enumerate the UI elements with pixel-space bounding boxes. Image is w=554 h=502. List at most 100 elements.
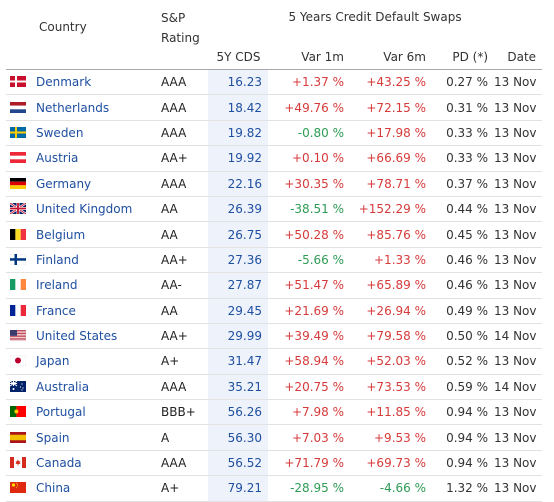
country-cell[interactable]: United States (6, 323, 157, 350)
table-row[interactable]: United States AA+ 29.99 +39.49 % +79.58 … (6, 323, 543, 350)
table-row[interactable]: Spain A 56.30 +7.03 % +9.53 % 0.94 % 13 … (6, 424, 543, 451)
cds-value-cell[interactable]: 29.45 (208, 298, 268, 324)
cds-value-cell[interactable]: 56.30 (208, 424, 268, 451)
flag-sweden-icon (10, 126, 26, 138)
var1m-cell: +7.98 % (268, 399, 350, 426)
cds-value-cell[interactable]: 22.16 (208, 171, 268, 197)
country-cell[interactable]: Canada (6, 450, 157, 477)
column-header-country[interactable]: Country (6, 0, 157, 70)
country-link[interactable]: Portugal (36, 405, 86, 420)
var6m-cell: +1.33 % (350, 247, 432, 274)
country-link[interactable]: Finland (36, 252, 79, 267)
country-link[interactable]: Ireland (36, 278, 78, 293)
table-row[interactable]: United Kingdom AA 26.39 -38.51 % +152.29… (6, 196, 543, 223)
country-link[interactable]: Netherlands (36, 100, 110, 115)
table-row[interactable]: Sweden AAA 19.82 -0.80 % +17.98 % 0.33 %… (6, 120, 543, 147)
var6m-cell: +9.53 % (350, 424, 432, 451)
rating-cell: A+ (157, 348, 208, 375)
cds-value-cell[interactable]: 35.21 (208, 374, 268, 401)
country-link[interactable]: France (36, 303, 76, 318)
country-link[interactable]: Germany (36, 176, 92, 191)
table-row[interactable]: France AA 29.45 +21.69 % +26.94 % 0.49 %… (6, 298, 543, 324)
date-cell: 13 Nov (494, 399, 543, 426)
column-header-pd[interactable]: PD (*) (432, 41, 494, 70)
table-row[interactable]: Japan A+ 31.47 +58.94 % +52.03 % 0.52 % … (6, 348, 543, 375)
country-cell[interactable]: Portugal (6, 399, 157, 426)
country-cell[interactable]: China (6, 475, 157, 502)
column-header-cds[interactable]: 5Y CDS (208, 41, 268, 70)
var6m-cell: +73.53 % (350, 374, 432, 401)
country-link[interactable]: Denmark (36, 75, 92, 90)
column-header-var6m[interactable]: Var 6m (350, 41, 432, 70)
country-cell[interactable]: Germany (6, 171, 157, 197)
cds-value-cell[interactable]: 18.42 (208, 94, 268, 121)
pd-cell: 0.33 % (432, 120, 494, 147)
cds-value-cell[interactable]: 16.23 (208, 69, 268, 96)
column-header-date[interactable]: Date (494, 41, 543, 70)
country-link[interactable]: Spain (36, 430, 70, 445)
cds-value-cell[interactable]: 26.39 (208, 196, 268, 223)
pd-cell: 0.52 % (432, 348, 494, 375)
country-cell[interactable]: Spain (6, 424, 157, 451)
country-link[interactable]: Austria (36, 151, 79, 166)
pd-cell: 0.46 % (432, 272, 494, 299)
country-cell[interactable]: Belgium (6, 221, 157, 248)
table-row[interactable]: Belgium AA 26.75 +50.28 % +85.76 % 0.45 … (6, 221, 543, 248)
cds-table-widget: Country S&P Rating 5 Years Credit Defaul… (6, 0, 543, 502)
country-cell[interactable]: Finland (6, 247, 157, 274)
flag-japan-icon (10, 355, 26, 367)
column-group-header: 5 Years Credit Default Swaps (288, 10, 462, 24)
country-cell[interactable]: Netherlands (6, 94, 157, 121)
cds-value-cell[interactable]: 19.92 (208, 145, 268, 172)
pd-cell: 0.46 % (432, 247, 494, 274)
cds-value-cell[interactable]: 56.26 (208, 399, 268, 426)
table-row[interactable]: Canada AAA 56.52 +71.79 % +69.73 % 0.94 … (6, 450, 543, 477)
table-row[interactable]: Ireland AA- 27.87 +51.47 % +65.89 % 0.46… (6, 272, 543, 299)
cds-value-cell[interactable]: 19.82 (208, 120, 268, 147)
var1m-cell: +50.28 % (268, 221, 350, 248)
country-link[interactable]: Sweden (36, 125, 84, 140)
table-row[interactable]: China A+ 79.21 -28.95 % -4.66 % 1.32 % 1… (6, 475, 543, 502)
date-cell: 13 Nov (494, 171, 543, 197)
table-row[interactable]: Austria AA+ 19.92 +0.10 % +66.69 % 0.33 … (6, 145, 543, 172)
country-cell[interactable]: Denmark (6, 69, 157, 96)
cds-value-cell[interactable]: 79.21 (208, 475, 268, 502)
column-header-rating[interactable]: S&P Rating (157, 0, 208, 70)
country-cell[interactable]: Austria (6, 145, 157, 172)
table-row[interactable]: Netherlands AAA 18.42 +49.76 % +72.15 % … (6, 94, 543, 121)
table-row[interactable]: Denmark AAA 16.23 +1.37 % +43.25 % 0.27 … (6, 69, 543, 96)
country-link[interactable]: Canada (36, 456, 82, 471)
country-cell[interactable]: Australia (6, 374, 157, 401)
table-row[interactable]: Australia AAA 35.21 +20.75 % +73.53 % 0.… (6, 374, 543, 401)
date-cell: 13 Nov (494, 475, 543, 502)
country-cell[interactable]: Ireland (6, 272, 157, 299)
cds-value-cell[interactable]: 27.87 (208, 272, 268, 299)
pd-cell: 0.59 % (432, 374, 494, 401)
table-row[interactable]: Germany AAA 22.16 +30.35 % +78.71 % 0.37… (6, 171, 543, 197)
cds-value-cell[interactable]: 29.99 (208, 323, 268, 350)
country-link[interactable]: China (36, 481, 71, 496)
rating-cell: AAA (157, 69, 208, 96)
table-body: Denmark AAA 16.23 +1.37 % +43.25 % 0.27 … (6, 69, 543, 502)
country-cell[interactable]: France (6, 298, 157, 324)
cds-value-cell[interactable]: 31.47 (208, 348, 268, 375)
rating-cell: BBB+ (157, 399, 208, 426)
cds-value-cell[interactable]: 27.36 (208, 247, 268, 274)
country-link[interactable]: Belgium (36, 227, 86, 242)
flag-portugal-icon (10, 406, 26, 418)
cds-value-cell[interactable]: 56.52 (208, 450, 268, 477)
country-link[interactable]: Australia (36, 379, 90, 394)
cds-value-cell[interactable]: 26.75 (208, 221, 268, 248)
var1m-cell: +49.76 % (268, 94, 350, 121)
table-row[interactable]: Portugal BBB+ 56.26 +7.98 % +11.85 % 0.9… (6, 399, 543, 426)
country-cell[interactable]: Japan (6, 348, 157, 375)
country-link[interactable]: Japan (36, 354, 70, 369)
var6m-cell: +85.76 % (350, 221, 432, 248)
rating-cell: AAA (157, 94, 208, 121)
country-cell[interactable]: United Kingdom (6, 196, 157, 223)
country-link[interactable]: United States (36, 329, 118, 344)
table-row[interactable]: Finland AA+ 27.36 -5.66 % +1.33 % 0.46 %… (6, 247, 543, 274)
country-link[interactable]: United Kingdom (36, 202, 133, 217)
country-cell[interactable]: Sweden (6, 120, 157, 147)
column-header-var1m[interactable]: Var 1m (268, 41, 350, 70)
